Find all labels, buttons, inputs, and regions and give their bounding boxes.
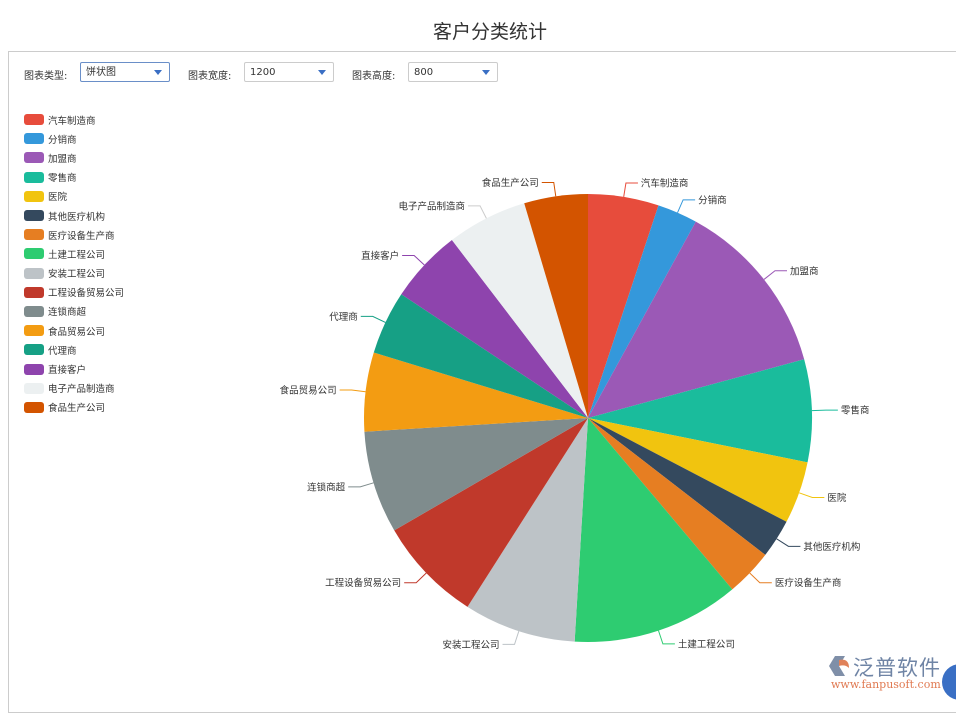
label-leader-line	[542, 182, 556, 196]
label-leader-line	[799, 493, 824, 498]
slice-label: 电子产品制造商	[399, 200, 466, 212]
slice-label: 安装工程公司	[443, 639, 500, 651]
slice-label: 食品贸易公司	[280, 385, 337, 397]
slice-label: 连锁商超	[307, 481, 346, 493]
logo-url: www.fanpusoft.com	[831, 678, 941, 691]
label-leader-line	[340, 390, 366, 392]
label-leader-line	[503, 631, 519, 644]
slice-label: 工程设备贸易公司	[325, 577, 401, 589]
label-leader-line	[658, 631, 674, 644]
label-leader-line	[624, 183, 638, 197]
slice-label: 其他医疗机构	[803, 541, 860, 553]
label-leader-line	[750, 573, 772, 583]
slice-label: 土建工程公司	[678, 638, 735, 650]
label-leader-line	[678, 200, 696, 213]
slice-label: 零售商	[841, 405, 870, 417]
logo: 泛普软件 www.fanpusoft.com	[825, 652, 955, 699]
slice-label: 汽车制造商	[641, 178, 689, 190]
slice-label: 代理商	[329, 311, 358, 323]
label-leader-line	[361, 316, 386, 322]
label-leader-line	[777, 539, 801, 547]
slice-label: 医疗设备生产商	[775, 577, 842, 589]
label-leader-line	[764, 271, 787, 280]
label-leader-line	[402, 255, 424, 265]
label-leader-line	[348, 483, 373, 487]
slice-label: 医院	[827, 492, 847, 504]
slice-label: 食品生产公司	[482, 177, 539, 189]
slice-label: 加盟商	[790, 265, 819, 277]
label-leader-line	[468, 206, 486, 218]
slice-label: 直接客户	[361, 250, 399, 262]
label-leader-line	[404, 573, 426, 583]
logo-icon	[825, 654, 853, 680]
slice-label: 分销商	[698, 194, 727, 206]
